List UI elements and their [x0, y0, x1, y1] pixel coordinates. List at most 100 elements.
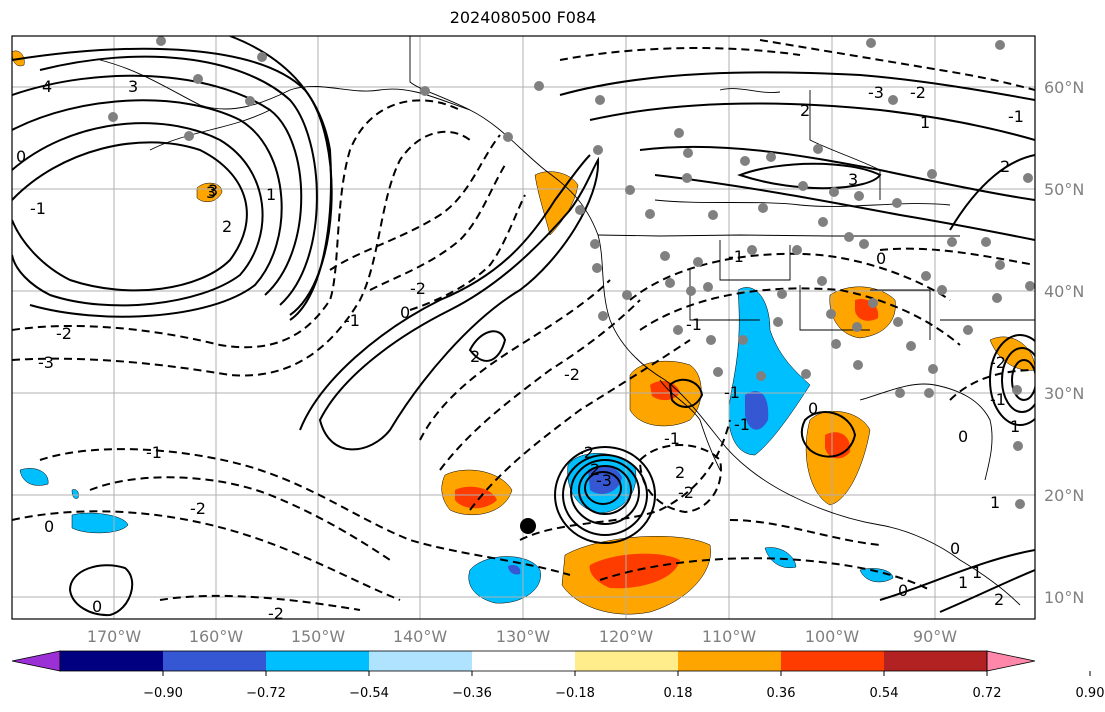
- svg-text:3: 3: [208, 181, 218, 200]
- svg-text:-2: -2: [564, 365, 580, 384]
- svg-text:2: 2: [222, 217, 232, 236]
- colorbar-tick-label: −0.36: [452, 686, 492, 701]
- svg-text:0: 0: [950, 539, 960, 558]
- colorbar-tick-label: 0.90: [1076, 686, 1105, 701]
- svg-text:20°N: 20°N: [1044, 486, 1084, 505]
- colorbar-tick-label: −0.54: [349, 686, 389, 701]
- colorbar: [11, 650, 1036, 672]
- colorbar-segment: [369, 651, 473, 671]
- colorbar-tick-label: 0.36: [767, 686, 796, 701]
- svg-text:-1: -1: [344, 311, 360, 330]
- contour-value-labels: 4 3 2 1 0 -1 -2 -3 -2 -1 0 2 3 -1 -2 0 -…: [16, 77, 1024, 623]
- colorbar-tick-label: 0.18: [664, 686, 693, 701]
- svg-text:-2: -2: [678, 483, 694, 502]
- svg-text:2: 2: [675, 463, 685, 482]
- svg-text:-1: -1: [728, 247, 744, 266]
- colorbar-segment: [575, 651, 679, 671]
- svg-text:0: 0: [876, 249, 886, 268]
- svg-text:90°W: 90°W: [913, 627, 957, 646]
- svg-text:2: 2: [1000, 157, 1010, 176]
- svg-text:50°N: 50°N: [1044, 180, 1084, 199]
- svg-text:0: 0: [958, 427, 968, 446]
- svg-text:-2: -2: [990, 353, 1006, 372]
- svg-text:-1: -1: [146, 443, 162, 462]
- map-title: 2024080500 F084: [449, 8, 597, 27]
- colorbar-segment: [781, 651, 885, 671]
- svg-text:-1: -1: [30, 199, 46, 218]
- svg-text:1: 1: [920, 113, 930, 132]
- svg-text:-2: -2: [410, 279, 426, 298]
- svg-text:0: 0: [44, 517, 54, 536]
- svg-text:3: 3: [848, 170, 858, 189]
- colorbar-segment: [266, 651, 370, 671]
- colorbar-frame: [59, 650, 988, 672]
- svg-text:-1: -1: [664, 429, 680, 448]
- station-dots: [108, 36, 1035, 509]
- svg-text:-2: -2: [910, 83, 926, 102]
- svg-text:2: 2: [994, 590, 1004, 609]
- svg-text:30°N: 30°N: [1044, 384, 1084, 403]
- svg-text:1: 1: [266, 185, 276, 204]
- latitude-labels: 60°N 50°N 40°N 30°N 20°N 10°N: [1044, 78, 1084, 607]
- colorbar-segment: [472, 651, 576, 671]
- shaded-anomaly-fields: [12, 50, 1035, 615]
- svg-text:-2: -2: [578, 443, 594, 462]
- svg-text:40°N: 40°N: [1044, 282, 1084, 301]
- svg-text:120°W: 120°W: [599, 627, 654, 646]
- svg-text:110°W: 110°W: [702, 627, 757, 646]
- svg-text:-3: -3: [596, 471, 612, 490]
- plot-frame: [11, 35, 1036, 620]
- colorbar-tick-label: −0.90: [143, 686, 183, 701]
- svg-text:140°W: 140°W: [393, 627, 448, 646]
- svg-text:0: 0: [808, 399, 818, 418]
- svg-text:170°W: 170°W: [87, 627, 142, 646]
- svg-text:0: 0: [400, 303, 410, 322]
- contour-lines: [12, 36, 1035, 617]
- colorbar-segment: [60, 651, 164, 671]
- svg-text:-1: -1: [686, 315, 702, 334]
- svg-text:130°W: 130°W: [496, 627, 551, 646]
- colorbar-extend-high: [986, 650, 1036, 672]
- svg-text:2: 2: [800, 101, 810, 120]
- svg-text:-3: -3: [38, 353, 54, 372]
- svg-text:1: 1: [990, 493, 1000, 512]
- svg-text:150°W: 150°W: [291, 627, 346, 646]
- colorbar-extend-low: [11, 650, 61, 672]
- svg-text:-1: -1: [734, 415, 750, 434]
- svg-text:-2: -2: [56, 324, 72, 343]
- colorbar-tick-label: −0.18: [555, 686, 595, 701]
- colorbar-tick-label: −0.72: [246, 686, 286, 701]
- longitude-labels: 170°W 160°W 150°W 140°W 130°W 120°W 110°…: [87, 627, 957, 646]
- svg-text:160°W: 160°W: [189, 627, 244, 646]
- svg-text:100°W: 100°W: [805, 627, 860, 646]
- graticule: [12, 36, 1035, 619]
- colorbar-tick-label: 0.72: [973, 686, 1002, 701]
- contour-lines-negative: [12, 39, 1035, 611]
- svg-text:2: 2: [590, 460, 600, 479]
- svg-text:1: 1: [1010, 417, 1020, 436]
- svg-text:-2: -2: [190, 499, 206, 518]
- svg-text:-1: -1: [1008, 107, 1024, 126]
- svg-text:10°N: 10°N: [1044, 588, 1084, 607]
- svg-text:1: 1: [958, 573, 968, 592]
- svg-text:0: 0: [92, 597, 102, 616]
- svg-text:4: 4: [42, 77, 52, 96]
- storm-center-marker: [520, 518, 536, 534]
- colorbar-segment: [678, 651, 782, 671]
- svg-text:-1: -1: [724, 383, 740, 402]
- svg-text:60°N: 60°N: [1044, 78, 1084, 97]
- svg-text:-2: -2: [268, 604, 284, 623]
- svg-text:3: 3: [206, 183, 216, 202]
- colorbar-segment: [884, 651, 988, 671]
- colorbar-segment: [163, 651, 267, 671]
- svg-text:2: 2: [470, 347, 480, 366]
- svg-text:0: 0: [898, 581, 908, 600]
- svg-text:-3: -3: [868, 83, 884, 102]
- svg-text:-1: -1: [990, 390, 1006, 409]
- svg-text:3: 3: [128, 77, 138, 96]
- svg-text:0: 0: [16, 147, 26, 166]
- colorbar-tick-label: 0.54: [870, 686, 899, 701]
- svg-text:1: 1: [972, 563, 982, 582]
- colorbar-tick-labels: −0.90 −0.72 −0.54 −0.36 −0.18 0.18 0.36 0.54 0.7…: [143, 671, 1104, 701]
